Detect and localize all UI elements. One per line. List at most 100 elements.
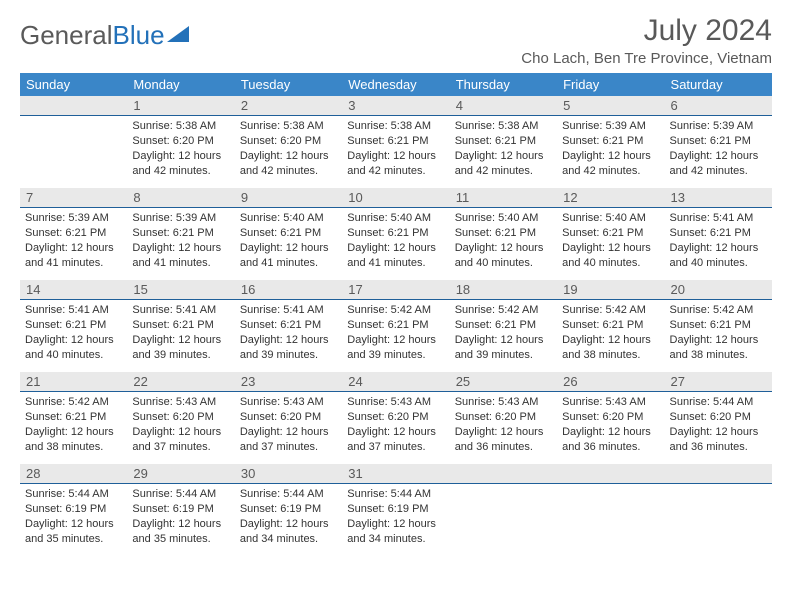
day-line: Sunrise: 5:42 AM: [562, 303, 659, 318]
day-line: and 40 minutes.: [562, 256, 659, 271]
calendar-day-cell: 25Sunrise: 5:43 AMSunset: 6:20 PMDayligh…: [450, 372, 557, 464]
calendar-day-cell: 16Sunrise: 5:41 AMSunset: 6:21 PMDayligh…: [235, 280, 342, 372]
day-line: Sunset: 6:20 PM: [455, 410, 552, 425]
day-line: Daylight: 12 hours: [25, 333, 122, 348]
day-line: and 39 minutes.: [455, 348, 552, 363]
day-line: Sunset: 6:20 PM: [240, 410, 337, 425]
day-line: and 38 minutes.: [670, 348, 767, 363]
calendar-day-cell: [557, 464, 664, 556]
day-number: 8: [127, 188, 234, 208]
day-line: Daylight: 12 hours: [132, 425, 229, 440]
day-number: 11: [450, 188, 557, 208]
day-number: 15: [127, 280, 234, 300]
day-line: Daylight: 12 hours: [132, 333, 229, 348]
day-line: Daylight: 12 hours: [562, 333, 659, 348]
day-line: and 39 minutes.: [240, 348, 337, 363]
day-line: and 42 minutes.: [347, 164, 444, 179]
day-line: Daylight: 12 hours: [240, 425, 337, 440]
day-line: Sunrise: 5:43 AM: [132, 395, 229, 410]
day-line: and 36 minutes.: [670, 440, 767, 455]
day-number: [665, 464, 772, 484]
day-line: Sunset: 6:21 PM: [455, 134, 552, 149]
day-line: Daylight: 12 hours: [347, 333, 444, 348]
day-number: 31: [342, 464, 449, 484]
day-line: Sunset: 6:21 PM: [132, 318, 229, 333]
weekday-header: Thursday: [450, 73, 557, 96]
day-number: 10: [342, 188, 449, 208]
day-number: 17: [342, 280, 449, 300]
day-line: Sunrise: 5:39 AM: [132, 211, 229, 226]
day-content: Sunrise: 5:38 AMSunset: 6:21 PMDaylight:…: [450, 116, 557, 182]
day-content: [665, 484, 772, 491]
day-line: Daylight: 12 hours: [562, 425, 659, 440]
day-line: and 35 minutes.: [25, 532, 122, 547]
day-line: Daylight: 12 hours: [670, 425, 767, 440]
day-line: and 38 minutes.: [25, 440, 122, 455]
day-number: 23: [235, 372, 342, 392]
day-number: 2: [235, 96, 342, 116]
day-content: Sunrise: 5:43 AMSunset: 6:20 PMDaylight:…: [450, 392, 557, 458]
day-line: Sunset: 6:21 PM: [132, 226, 229, 241]
day-number: 1: [127, 96, 234, 116]
calendar-day-cell: 22Sunrise: 5:43 AMSunset: 6:20 PMDayligh…: [127, 372, 234, 464]
logo-text-blue: Blue: [113, 20, 165, 51]
day-line: Daylight: 12 hours: [240, 333, 337, 348]
day-line: Sunrise: 5:38 AM: [132, 119, 229, 134]
month-title: July 2024: [521, 14, 772, 48]
day-line: and 42 minutes.: [562, 164, 659, 179]
day-content: Sunrise: 5:43 AMSunset: 6:20 PMDaylight:…: [235, 392, 342, 458]
day-line: Daylight: 12 hours: [347, 241, 444, 256]
day-content: Sunrise: 5:43 AMSunset: 6:20 PMDaylight:…: [342, 392, 449, 458]
calendar-day-cell: 27Sunrise: 5:44 AMSunset: 6:20 PMDayligh…: [665, 372, 772, 464]
calendar-table: Sunday Monday Tuesday Wednesday Thursday…: [20, 73, 772, 556]
calendar-day-cell: 31Sunrise: 5:44 AMSunset: 6:19 PMDayligh…: [342, 464, 449, 556]
day-content: Sunrise: 5:40 AMSunset: 6:21 PMDaylight:…: [342, 208, 449, 274]
day-line: and 34 minutes.: [347, 532, 444, 547]
day-line: Sunset: 6:20 PM: [240, 134, 337, 149]
day-line: Sunset: 6:21 PM: [25, 410, 122, 425]
day-line: Daylight: 12 hours: [562, 149, 659, 164]
weekday-header: Friday: [557, 73, 664, 96]
day-content: Sunrise: 5:42 AMSunset: 6:21 PMDaylight:…: [342, 300, 449, 366]
day-line: Daylight: 12 hours: [455, 149, 552, 164]
day-line: Sunset: 6:21 PM: [562, 226, 659, 241]
location: Cho Lach, Ben Tre Province, Vietnam: [521, 50, 772, 67]
day-line: Daylight: 12 hours: [455, 333, 552, 348]
day-line: Sunrise: 5:39 AM: [562, 119, 659, 134]
day-line: Sunrise: 5:43 AM: [347, 395, 444, 410]
day-number: [557, 464, 664, 484]
day-content: Sunrise: 5:41 AMSunset: 6:21 PMDaylight:…: [127, 300, 234, 366]
day-content: [557, 484, 664, 491]
day-line: Daylight: 12 hours: [25, 241, 122, 256]
day-content: [20, 116, 127, 123]
day-line: and 37 minutes.: [240, 440, 337, 455]
day-line: Daylight: 12 hours: [670, 149, 767, 164]
day-number: 26: [557, 372, 664, 392]
header: GeneralBlue July 2024 Cho Lach, Ben Tre …: [20, 14, 772, 67]
day-content: Sunrise: 5:39 AMSunset: 6:21 PMDaylight:…: [557, 116, 664, 182]
day-line: Sunset: 6:21 PM: [562, 318, 659, 333]
day-content: Sunrise: 5:40 AMSunset: 6:21 PMDaylight:…: [235, 208, 342, 274]
calendar-day-cell: 21Sunrise: 5:42 AMSunset: 6:21 PMDayligh…: [20, 372, 127, 464]
day-line: Daylight: 12 hours: [25, 425, 122, 440]
day-number: 9: [235, 188, 342, 208]
calendar-day-cell: 29Sunrise: 5:44 AMSunset: 6:19 PMDayligh…: [127, 464, 234, 556]
day-line: Sunrise: 5:44 AM: [670, 395, 767, 410]
calendar-day-cell: 4Sunrise: 5:38 AMSunset: 6:21 PMDaylight…: [450, 96, 557, 188]
day-line: and 36 minutes.: [562, 440, 659, 455]
day-line: Sunset: 6:21 PM: [347, 318, 444, 333]
day-content: Sunrise: 5:42 AMSunset: 6:21 PMDaylight:…: [20, 392, 127, 458]
day-number: 5: [557, 96, 664, 116]
day-number: 28: [20, 464, 127, 484]
day-number: 3: [342, 96, 449, 116]
weekday-header: Sunday: [20, 73, 127, 96]
calendar-week-row: 28Sunrise: 5:44 AMSunset: 6:19 PMDayligh…: [20, 464, 772, 556]
day-number: 16: [235, 280, 342, 300]
day-line: Sunset: 6:21 PM: [670, 226, 767, 241]
day-line: Sunrise: 5:43 AM: [455, 395, 552, 410]
day-line: Daylight: 12 hours: [132, 149, 229, 164]
day-line: Sunset: 6:21 PM: [562, 134, 659, 149]
weekday-header: Tuesday: [235, 73, 342, 96]
day-content: [450, 484, 557, 491]
day-content: Sunrise: 5:44 AMSunset: 6:19 PMDaylight:…: [127, 484, 234, 550]
